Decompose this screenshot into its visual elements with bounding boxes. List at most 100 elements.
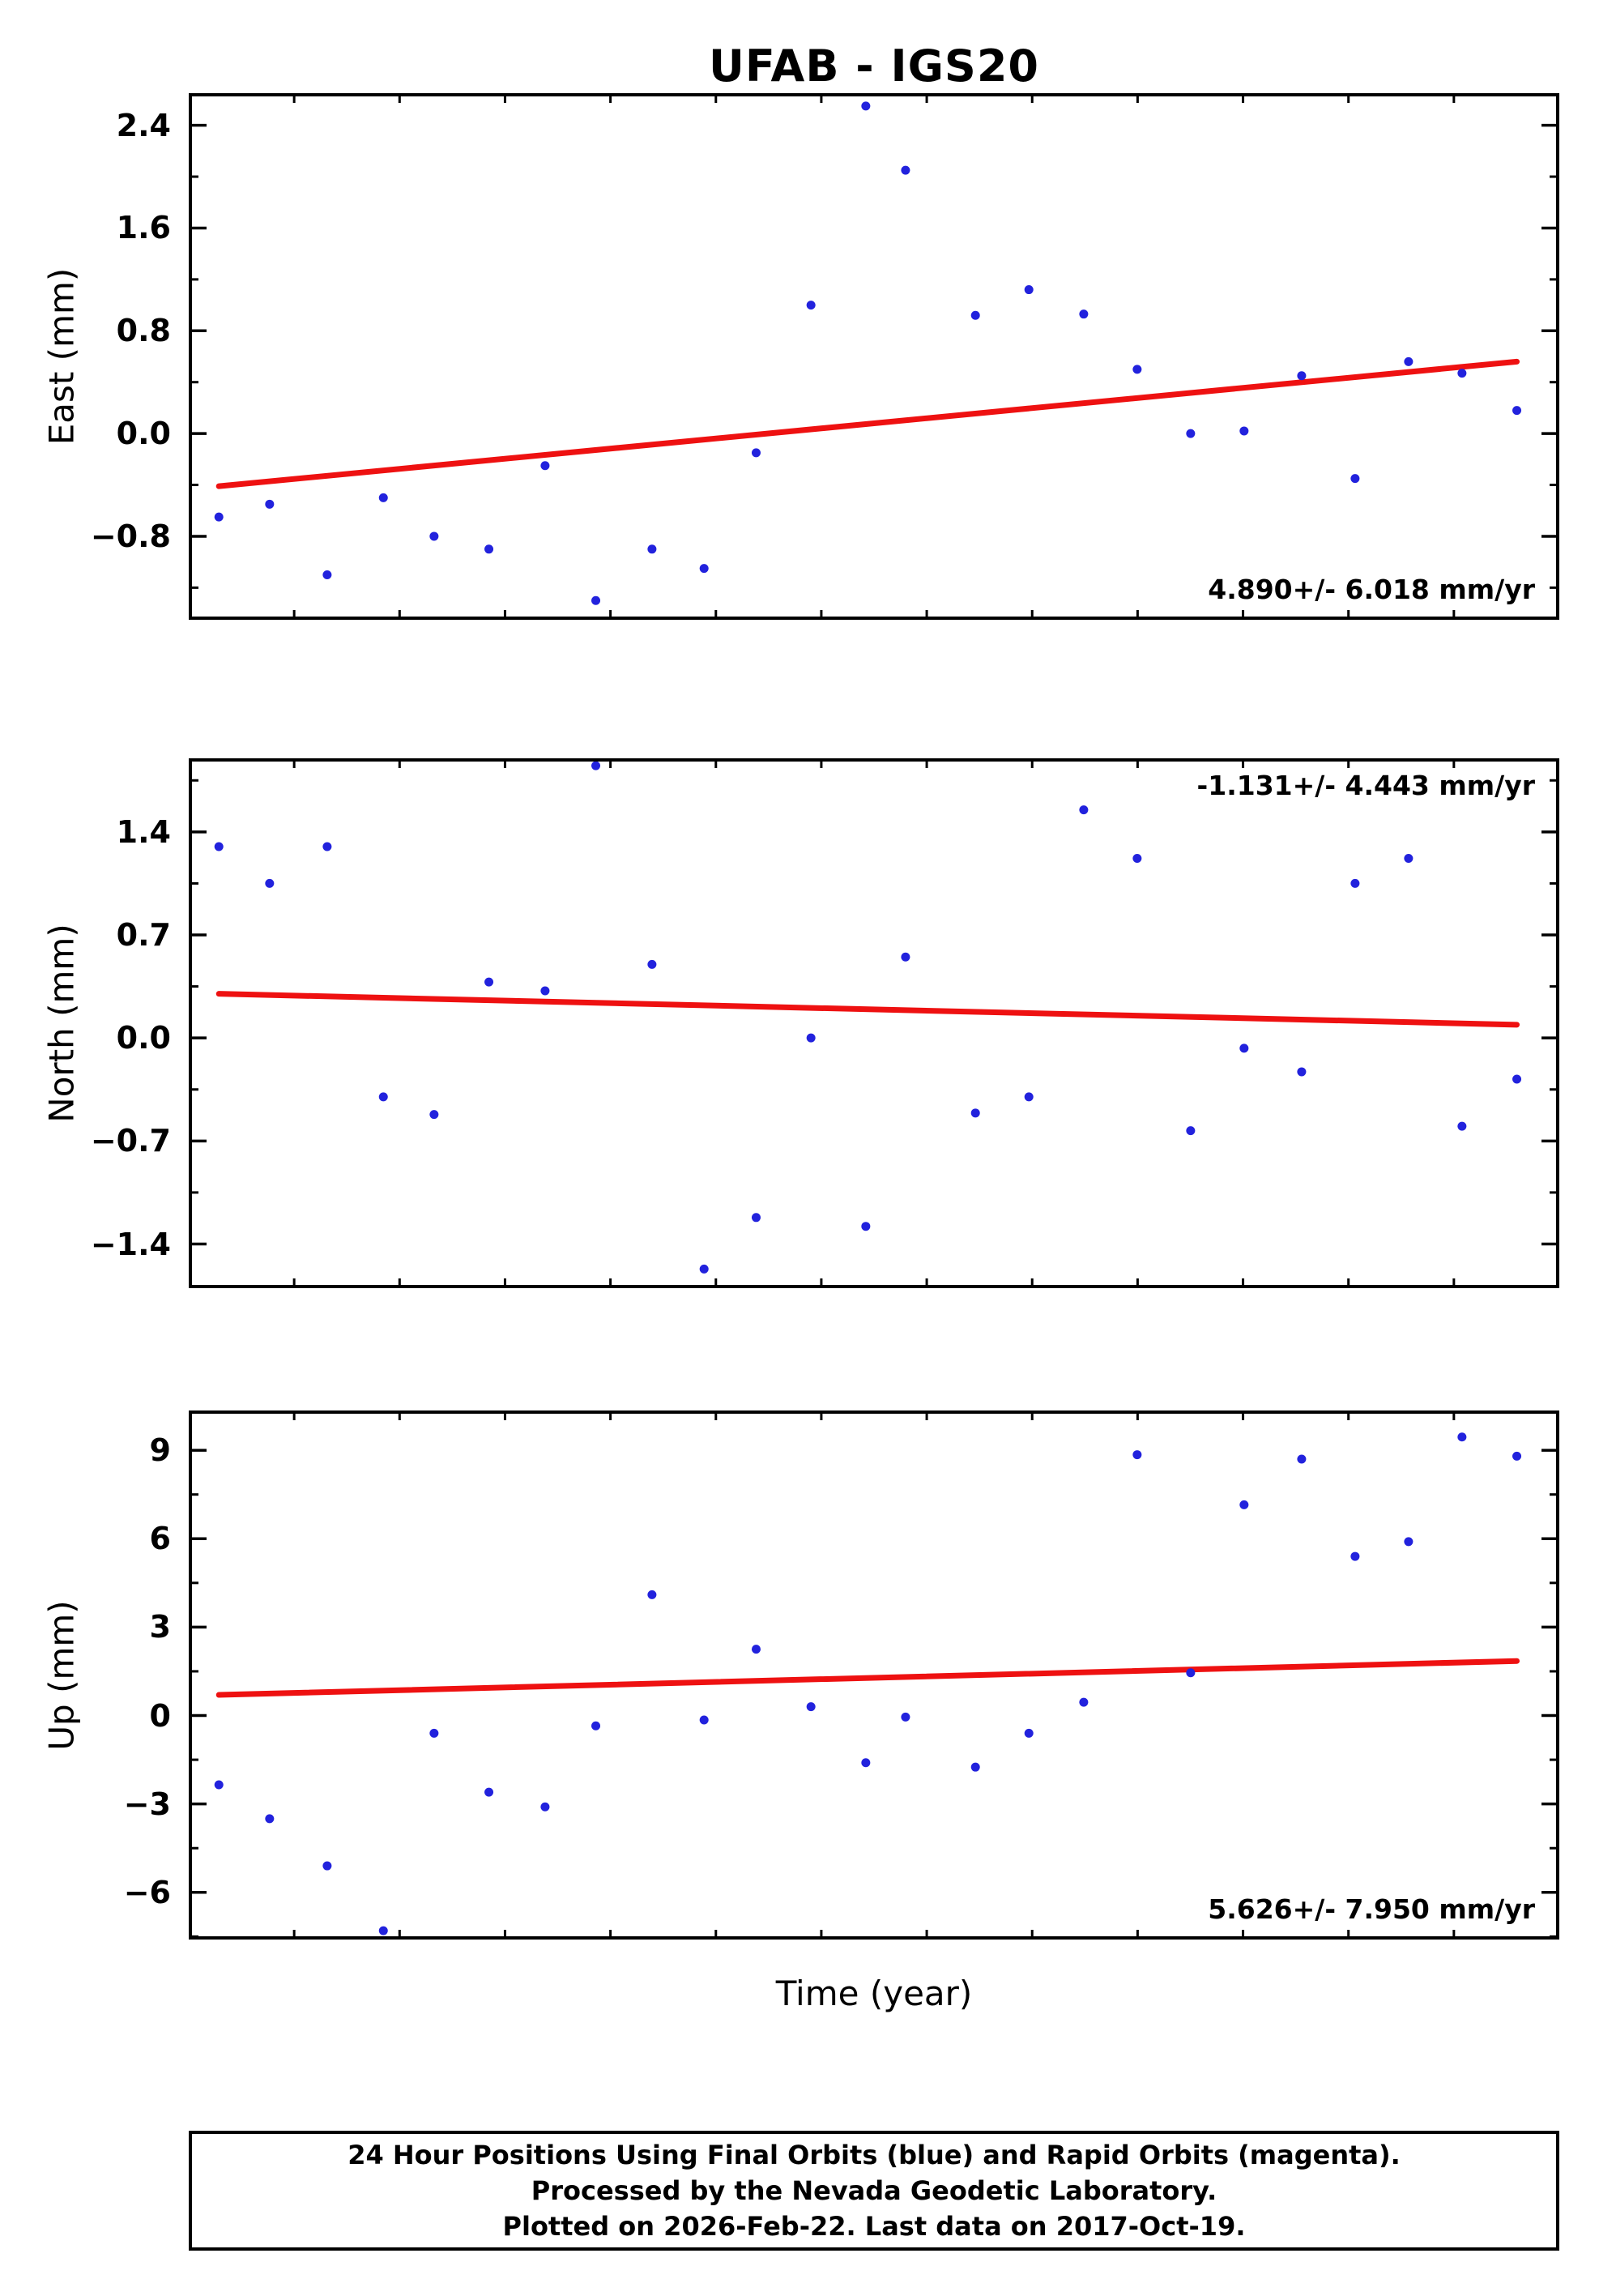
- trend-line: [215, 991, 1520, 1028]
- east-plot-canvas: [189, 93, 1559, 620]
- data-point: [378, 493, 388, 502]
- north-plot: North (mm) 1.4 0.7 0.0 −0.7 −1.4 -1.131+/- 4…: [0, 758, 1599, 1288]
- data-point: [484, 977, 494, 987]
- data-point: [1132, 854, 1142, 864]
- data-point: [970, 310, 980, 320]
- data-point: [1350, 1551, 1360, 1561]
- data-point: [1512, 406, 1522, 416]
- data-point: [1297, 371, 1307, 381]
- data-point: [647, 1590, 657, 1599]
- data-point: [484, 1787, 494, 1797]
- trend-line: [215, 1658, 1520, 1698]
- data-point: [1079, 805, 1089, 815]
- data-point: [591, 595, 601, 605]
- data-point: [751, 1645, 761, 1654]
- data-point: [591, 761, 601, 770]
- up-rate-annotation: 5.626+/- 7.950 mm/yr: [1208, 1893, 1535, 1925]
- data-point: [751, 448, 761, 458]
- data-point: [214, 842, 224, 851]
- data-point: [429, 531, 439, 541]
- up-plot-canvas: [189, 1410, 1559, 1940]
- ytick-label: 0.8: [116, 313, 171, 349]
- data-point: [806, 301, 816, 310]
- ytick-label: −1.4: [90, 1226, 171, 1262]
- data-point: [699, 564, 709, 574]
- data-point: [1350, 474, 1360, 484]
- ytick-label: −0.7: [90, 1123, 171, 1159]
- ytick-label: 0.0: [116, 416, 171, 452]
- data-point: [1132, 1450, 1142, 1460]
- data-point: [1404, 356, 1414, 366]
- data-point: [1079, 1697, 1089, 1707]
- trend-line: [215, 358, 1520, 489]
- north-rate-annotation: -1.131+/- 4.443 mm/yr: [1196, 770, 1535, 801]
- data-point: [540, 461, 550, 471]
- data-point: [265, 878, 275, 888]
- data-point: [806, 1033, 816, 1043]
- data-point: [322, 842, 332, 851]
- data-point: [1024, 1092, 1034, 1102]
- data-point: [1186, 1668, 1196, 1678]
- data-point: [484, 544, 494, 554]
- data-point: [699, 1264, 709, 1274]
- data-point: [1186, 1126, 1196, 1136]
- data-point: [699, 1715, 709, 1725]
- data-point: [1132, 365, 1142, 374]
- up-plot: Up (mm) 9 6 3 0 −3 −6 5.626+/- 7.950 mm/yr: [0, 1410, 1599, 1940]
- data-point: [265, 1814, 275, 1824]
- ytick-label: 9: [149, 1432, 171, 1469]
- data-point: [1024, 285, 1034, 295]
- caption-line-1: 24 Hour Positions Using Final Orbits (bl…: [348, 2140, 1401, 2170]
- data-point: [265, 499, 275, 509]
- up-ytick-labels: 9 6 3 0 −3 −6: [0, 1410, 1599, 1940]
- data-point: [901, 952, 910, 962]
- data-point: [901, 1712, 910, 1722]
- data-point: [1350, 878, 1360, 888]
- ytick-label: 2.4: [116, 107, 171, 143]
- data-point: [1239, 426, 1249, 436]
- data-point: [1239, 1500, 1249, 1509]
- figure-title: UFAB - IGS20: [709, 41, 1039, 92]
- data-point: [1239, 1043, 1249, 1053]
- data-point: [1457, 1121, 1467, 1131]
- data-point: [1512, 1451, 1522, 1461]
- data-point: [751, 1213, 761, 1223]
- data-point: [378, 1926, 388, 1935]
- ytick-label: 0.7: [116, 917, 171, 953]
- data-point: [1512, 1074, 1522, 1084]
- data-point: [861, 1758, 871, 1768]
- data-point: [1079, 309, 1089, 319]
- data-point: [970, 1762, 980, 1772]
- data-point: [647, 959, 657, 969]
- data-point: [322, 1861, 332, 1871]
- caption-box: 24 Hour Positions Using Final Orbits (bl…: [189, 2131, 1559, 2251]
- ytick-label: 6: [149, 1521, 171, 1557]
- data-point: [861, 101, 871, 111]
- data-point: [1297, 1454, 1307, 1464]
- data-point: [540, 1802, 550, 1812]
- plot-border: [189, 1410, 1559, 1940]
- x-axis-label: Time (year): [775, 1974, 973, 2013]
- ytick-label: −3: [123, 1786, 171, 1822]
- ytick-label: 3: [149, 1609, 171, 1645]
- ytick-label: 1.4: [116, 813, 171, 850]
- north-ytick-labels: 1.4 0.7 0.0 −0.7 −1.4: [0, 758, 1599, 1288]
- ytick-label: −6: [123, 1874, 171, 1910]
- data-point: [591, 1721, 601, 1731]
- data-point: [1186, 429, 1196, 438]
- data-point: [1404, 1537, 1414, 1547]
- data-point: [378, 1092, 388, 1102]
- ytick-label: 1.6: [116, 210, 171, 246]
- data-point: [429, 1110, 439, 1120]
- data-point: [861, 1222, 871, 1231]
- ytick-label: −0.8: [90, 518, 171, 554]
- data-point: [647, 544, 657, 554]
- data-point: [1457, 1432, 1467, 1442]
- north-plot-canvas: [189, 758, 1559, 1288]
- ytick-label: 0.0: [116, 1020, 171, 1056]
- ytick-label: 0: [149, 1697, 171, 1734]
- data-point: [214, 512, 224, 522]
- data-point: [901, 165, 910, 175]
- caption-line-3: Plotted on 2026-Feb-22. Last data on 201…: [502, 2211, 1246, 2242]
